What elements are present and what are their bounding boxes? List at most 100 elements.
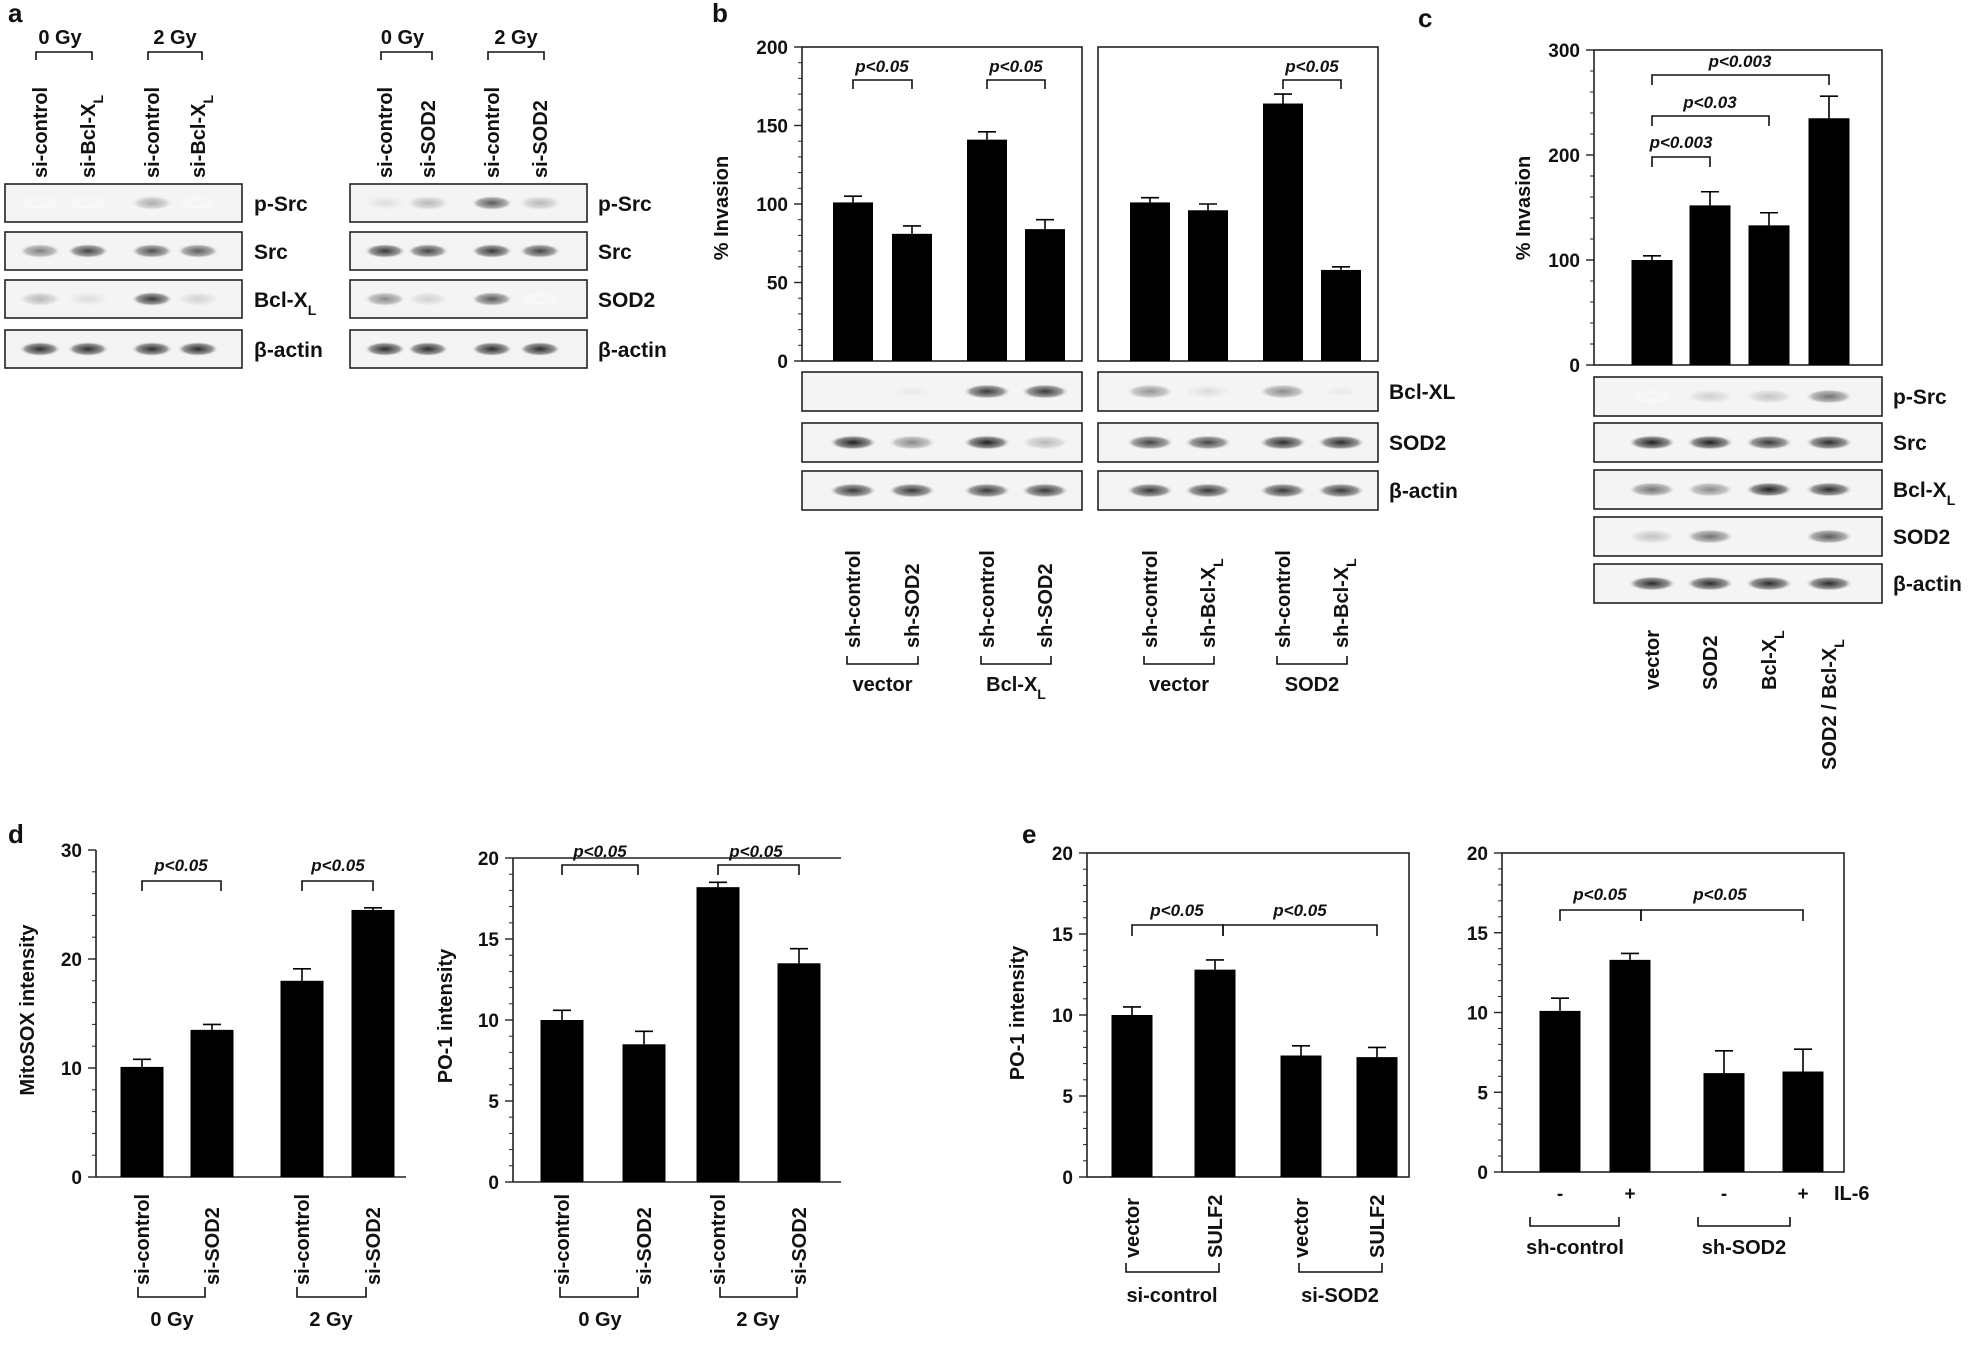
lane-label: si-control bbox=[132, 1194, 154, 1285]
blot-label: Src bbox=[254, 241, 288, 264]
p-value: p<0.05 bbox=[1692, 885, 1747, 904]
blot-band bbox=[67, 341, 109, 357]
blot-band bbox=[1628, 529, 1676, 544]
bar bbox=[351, 909, 395, 1177]
p-bracket bbox=[1640, 909, 1804, 921]
p-value: p<0.05 bbox=[572, 842, 627, 861]
blot-label: p-Src bbox=[598, 193, 652, 216]
blot-band bbox=[19, 291, 61, 307]
blot-band bbox=[364, 291, 406, 307]
bar bbox=[540, 1020, 584, 1182]
blot-label: Bcl-XL bbox=[1389, 381, 1456, 404]
blot-band bbox=[1745, 389, 1793, 404]
panel-label-a: a bbox=[8, 0, 23, 28]
plot-frame bbox=[1097, 46, 1379, 362]
blot-band bbox=[131, 341, 173, 357]
lane-label: vector bbox=[1291, 1198, 1313, 1258]
panel-label-d: d bbox=[8, 819, 24, 849]
blot-band bbox=[364, 243, 406, 259]
y-axis-label: MitoSOX intensity bbox=[17, 924, 39, 1096]
blot-label: Bcl-XL bbox=[1893, 479, 1956, 508]
group-label: 2 Gy bbox=[309, 1309, 353, 1331]
blot-band bbox=[1805, 389, 1853, 404]
y-tick-label: 300 bbox=[1548, 41, 1580, 62]
y-axis-label: % Invasion bbox=[711, 156, 733, 260]
group-label: vector bbox=[852, 674, 912, 696]
blot-band bbox=[471, 341, 513, 357]
blot-label: p-Src bbox=[1893, 386, 1947, 409]
y-tick-label: 0 bbox=[777, 352, 788, 373]
lane-label: sh-SOD2 bbox=[1035, 564, 1057, 648]
lane-label: sh-control bbox=[1140, 550, 1162, 648]
blot-band bbox=[1745, 576, 1793, 591]
blot-band bbox=[519, 341, 561, 357]
y-tick-label: 20 bbox=[61, 950, 82, 971]
blot-band bbox=[1686, 529, 1734, 544]
blot-band bbox=[1126, 384, 1174, 399]
blot-band bbox=[1745, 435, 1793, 450]
p-value: p<0.05 bbox=[1272, 901, 1327, 920]
y-tick-label: 30 bbox=[61, 841, 82, 862]
group-bracket bbox=[1125, 1263, 1220, 1273]
subscript: L bbox=[1037, 686, 1046, 702]
group-bracket bbox=[1298, 1263, 1383, 1273]
blot-band bbox=[177, 341, 219, 357]
blot-band bbox=[1745, 482, 1793, 497]
il6-sign: - bbox=[1557, 1184, 1563, 1205]
y-tick-label: 50 bbox=[767, 274, 788, 295]
il6-sign: + bbox=[1624, 1184, 1635, 1205]
blot-band bbox=[829, 435, 877, 450]
blot-label: β-actin bbox=[598, 339, 667, 362]
dose-label: 0 Gy bbox=[38, 27, 82, 49]
blot-band bbox=[1126, 483, 1174, 498]
bar bbox=[280, 980, 324, 1177]
blot-band bbox=[1628, 482, 1676, 497]
y-tick-label: 10 bbox=[1467, 1004, 1488, 1025]
y-tick-label: 200 bbox=[1548, 146, 1580, 167]
subscript: L bbox=[200, 95, 216, 104]
blot-band bbox=[519, 243, 561, 259]
blot-band bbox=[1628, 389, 1676, 404]
blot-band bbox=[1628, 435, 1676, 450]
blot-band bbox=[364, 341, 406, 357]
bar bbox=[1782, 1071, 1824, 1172]
group-label: sh-control bbox=[1526, 1237, 1624, 1259]
group-bracket bbox=[296, 1287, 367, 1298]
blot-band bbox=[1184, 384, 1232, 399]
blot-band bbox=[177, 243, 219, 259]
dose-bracket bbox=[487, 51, 545, 60]
lane-label: si-SOD2 bbox=[789, 1207, 811, 1285]
subscript: L bbox=[1210, 558, 1226, 567]
lane-label: sh-Bcl-XL bbox=[1331, 558, 1359, 648]
dose-bracket bbox=[35, 51, 93, 60]
bar bbox=[892, 233, 932, 361]
blot-band bbox=[1317, 384, 1365, 399]
bar bbox=[1111, 1015, 1153, 1177]
subscript: L bbox=[1343, 558, 1359, 567]
blot-band bbox=[67, 243, 109, 259]
group-label: 0 Gy bbox=[578, 1309, 622, 1331]
panel-label-c: c bbox=[1418, 3, 1432, 33]
blot-band bbox=[963, 483, 1011, 498]
group-bracket bbox=[1143, 656, 1215, 665]
group-label: si-SOD2 bbox=[1301, 1285, 1379, 1307]
blot-label: SOD2 bbox=[598, 289, 655, 312]
panel-label-e: e bbox=[1022, 819, 1036, 849]
plot-frame bbox=[1593, 49, 1883, 366]
blot-band bbox=[471, 291, 513, 307]
bar bbox=[190, 1029, 234, 1177]
blot-band bbox=[1805, 435, 1853, 450]
blot-label: β-actin bbox=[1389, 480, 1458, 503]
blot-band bbox=[1259, 435, 1307, 450]
bar bbox=[1280, 1055, 1322, 1177]
lane-label: SULF2 bbox=[1205, 1195, 1227, 1258]
blot-label: Src bbox=[598, 241, 632, 264]
bar bbox=[1188, 210, 1228, 361]
blot-band bbox=[963, 384, 1011, 399]
blot-band bbox=[1021, 384, 1069, 399]
bar bbox=[1321, 269, 1361, 361]
lane-label: si-control bbox=[482, 87, 504, 178]
blot-band bbox=[519, 195, 561, 211]
lane-label: sh-control bbox=[843, 550, 865, 648]
bar bbox=[833, 202, 873, 361]
